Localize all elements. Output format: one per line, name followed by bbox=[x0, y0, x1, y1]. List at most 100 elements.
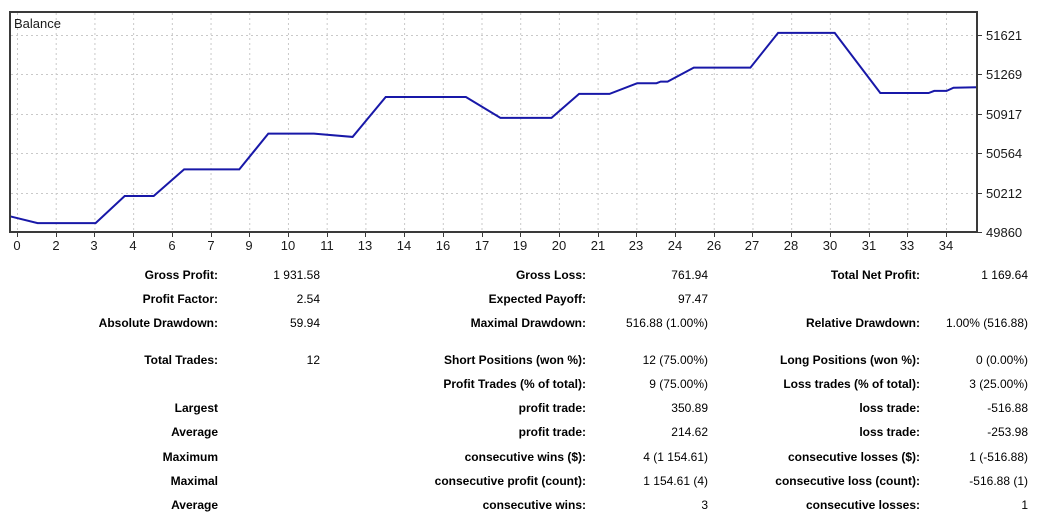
stat-label: Maximal bbox=[170, 474, 218, 488]
stat-value: 1 154.61 (4) bbox=[643, 474, 708, 488]
x-axis-label: 30 bbox=[823, 238, 837, 253]
stat-value: 3 bbox=[701, 498, 708, 512]
stat-value: 12 bbox=[306, 353, 320, 367]
y-axis-label: 51621 bbox=[986, 28, 1022, 43]
stat-label: consecutive wins ($): bbox=[464, 450, 586, 464]
stat-label: Total Trades: bbox=[144, 353, 218, 367]
stat-label: Expected Payoff: bbox=[488, 292, 586, 306]
stat-value: 214.62 bbox=[671, 425, 708, 439]
x-axis-label: 11 bbox=[320, 238, 334, 253]
x-axis-label: 20 bbox=[552, 238, 566, 253]
stat-row: Maximum consecutive wins ($): 4 (1 154.61)… bbox=[0, 450, 1047, 466]
stat-row: Average profit trade: 214.62 loss trade: -25… bbox=[0, 425, 1047, 441]
stat-value: 1 (-516.88) bbox=[969, 450, 1028, 464]
stat-label: Gross Loss: bbox=[515, 268, 586, 282]
stat-row: Gross Profit: 1 931.58 Gross Loss: 761.94 To… bbox=[0, 268, 1047, 284]
stat-label: Gross Profit: bbox=[144, 268, 218, 282]
x-axis-label: 27 bbox=[745, 238, 759, 253]
x-axis-label: 6 bbox=[168, 238, 175, 253]
stat-value: -516.88 (1) bbox=[969, 474, 1028, 488]
x-axis-label: 9 bbox=[245, 238, 252, 253]
x-axis-label: 16 bbox=[436, 238, 450, 253]
x-axis-label: 28 bbox=[784, 238, 798, 253]
stat-label: Absolute Drawdown: bbox=[98, 316, 218, 330]
stat-row: Absolute Drawdown: 59.94 Maximal Drawdown:… bbox=[0, 316, 1047, 332]
stat-value: 1 169.64 bbox=[981, 268, 1028, 282]
stat-label: Average bbox=[171, 425, 218, 439]
stat-value: -516.88 bbox=[987, 401, 1028, 415]
x-axis-label: 33 bbox=[900, 238, 914, 253]
x-axis-label: 0 bbox=[13, 238, 20, 253]
stat-row: Average consecutive wins: 3 consecutive los… bbox=[0, 498, 1047, 514]
stat-value: 3 (25.00%) bbox=[969, 377, 1028, 391]
stat-label: profit trade: bbox=[518, 401, 586, 415]
stat-label: Maximum bbox=[162, 450, 218, 464]
stat-value: 59.94 bbox=[289, 316, 320, 330]
stat-row: Total Trades: 12 Short Positions (won %): 1… bbox=[0, 353, 1047, 369]
stat-value: 1 931.58 bbox=[273, 268, 320, 282]
stat-value: 350.89 bbox=[671, 401, 708, 415]
stat-label: Loss trades (% of total): bbox=[783, 377, 920, 391]
x-axis-label: 17 bbox=[475, 238, 489, 253]
stat-value: -253.98 bbox=[987, 425, 1028, 439]
y-axis-label: 51269 bbox=[986, 67, 1022, 82]
stat-label: loss trade: bbox=[859, 401, 920, 415]
axis-labels: 0 2 3 4 6 7 9 10 11 13 14 16 17 19 20 21 23 24 26 27 28 30 31 3… bbox=[13, 28, 1022, 253]
stat-label: consecutive wins: bbox=[482, 498, 586, 512]
y-axis-label: 50564 bbox=[986, 146, 1022, 161]
stat-label: Average bbox=[171, 498, 218, 512]
x-axis-label: 23 bbox=[629, 238, 643, 253]
stat-label: profit trade: bbox=[518, 425, 586, 439]
x-axis-label: 3 bbox=[90, 238, 97, 253]
axis-ticks bbox=[17, 35, 982, 237]
stat-label: Largest bbox=[174, 401, 218, 415]
stat-row: Largest profit trade: 350.89 loss trade: -51… bbox=[0, 401, 1047, 417]
y-axis-label: 50917 bbox=[986, 107, 1022, 122]
y-axis-label: 49860 bbox=[986, 225, 1022, 240]
x-axis-label: 21 bbox=[591, 238, 605, 253]
balance-chart: 0 2 3 4 6 7 9 10 11 13 14 16 17 19 20 21 23 24 26 27 28 30 31 3… bbox=[9, 11, 1022, 253]
y-axis-label: 50212 bbox=[986, 186, 1022, 201]
stat-value: 9 (75.00%) bbox=[649, 377, 708, 391]
stat-label: consecutive loss (count): bbox=[775, 474, 920, 488]
stat-label: consecutive losses: bbox=[805, 498, 920, 512]
gridlines bbox=[11, 13, 976, 231]
stat-label: Relative Drawdown: bbox=[805, 316, 920, 330]
x-axis-label: 26 bbox=[707, 238, 721, 253]
x-axis-label: 4 bbox=[129, 238, 136, 253]
stat-label: Profit Trades (% of total): bbox=[443, 377, 586, 391]
stat-value: 516.88 (1.00%) bbox=[625, 316, 708, 330]
stat-label: loss trade: bbox=[859, 425, 920, 439]
x-axis-label: 14 bbox=[397, 238, 411, 253]
stat-row: Profit Trades (% of total): 9 (75.00%) Los… bbox=[0, 377, 1047, 393]
plot-border bbox=[9, 11, 978, 233]
x-axis-label: 31 bbox=[862, 238, 876, 253]
stat-value: 761.94 bbox=[671, 268, 708, 282]
stat-value: 1.00% (516.88) bbox=[945, 316, 1028, 330]
x-axis-label: 13 bbox=[358, 238, 372, 253]
stat-label: Long Positions (won %): bbox=[780, 353, 920, 367]
x-axis-label: 34 bbox=[939, 238, 953, 253]
stat-label: Profit Factor: bbox=[142, 292, 218, 306]
stat-value: 97.47 bbox=[677, 292, 708, 306]
stat-label: Maximal Drawdown: bbox=[470, 316, 586, 330]
stat-row: Maximal consecutive profit (count): 1 154.… bbox=[0, 474, 1047, 490]
x-axis-label: 24 bbox=[668, 238, 682, 253]
stat-label: consecutive profit (count): bbox=[434, 474, 586, 488]
balance-line bbox=[9, 31, 978, 225]
stat-value: 2.54 bbox=[296, 292, 320, 306]
stat-label: consecutive losses ($): bbox=[787, 450, 920, 464]
x-axis-label: 2 bbox=[52, 238, 59, 253]
x-axis-label: 19 bbox=[513, 238, 527, 253]
stat-label: Total Net Profit: bbox=[830, 268, 920, 282]
stat-value: 4 (1 154.61) bbox=[643, 450, 708, 464]
stat-label: Short Positions (won %): bbox=[444, 353, 586, 367]
stat-value: 1 bbox=[1021, 498, 1028, 512]
stat-value: 12 (75.00%) bbox=[642, 353, 708, 367]
x-axis-label: 7 bbox=[207, 238, 214, 253]
stat-row: Profit Factor: 2.54 Expected Payoff: 97.47 bbox=[0, 292, 1047, 308]
stat-value: 0 (0.00%) bbox=[975, 353, 1028, 367]
chart-title: Balance bbox=[14, 16, 61, 31]
